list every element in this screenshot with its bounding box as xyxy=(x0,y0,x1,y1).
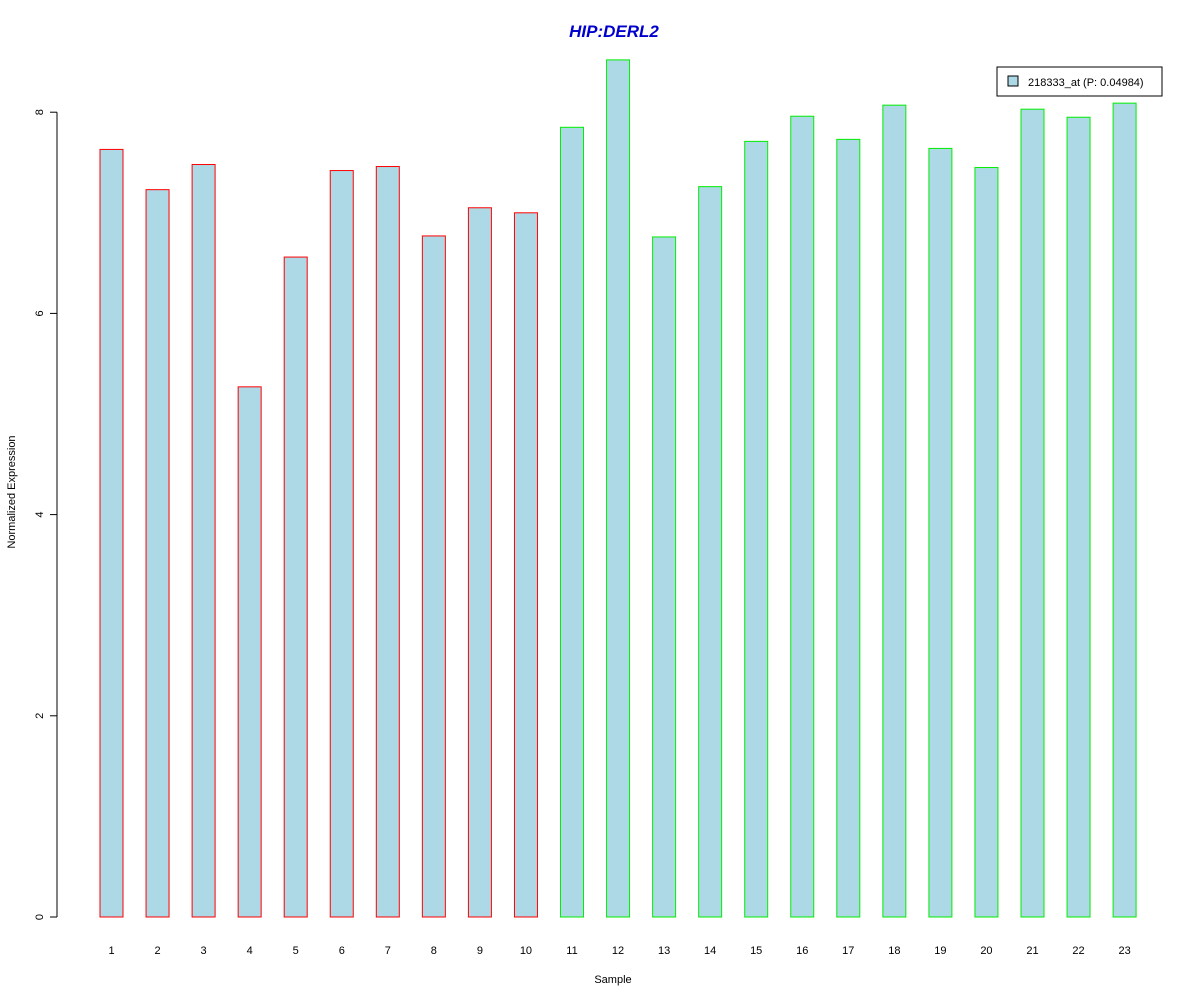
bar-sample-8 xyxy=(421,235,446,918)
bar-sample-12 xyxy=(606,59,631,918)
x-tick-label: 4 xyxy=(247,945,253,957)
x-tick-labels: 1 2 3 4 5 6 7 8 9 10 11 12 13 14 15 16 17 18 19 20 21 22 23 xyxy=(108,945,1130,957)
bar-sample-7 xyxy=(375,166,400,918)
x-tick-label: 19 xyxy=(934,945,946,957)
bar-sample-17 xyxy=(836,138,861,918)
x-tick-label: 1 xyxy=(108,945,114,957)
x-tick-label: 15 xyxy=(750,945,762,957)
bar-sample-11 xyxy=(560,126,584,918)
x-tick-label: 3 xyxy=(201,945,207,957)
bar-sample-2 xyxy=(145,189,170,918)
chart-title: HIP:DERL2 xyxy=(569,22,659,41)
y-tick-label: 8 xyxy=(34,109,46,115)
x-tick-label: 17 xyxy=(842,945,854,957)
bar-sample-4 xyxy=(237,386,262,918)
y-tick-label: 2 xyxy=(34,713,46,719)
x-tick-label: 21 xyxy=(1026,945,1038,957)
x-tick-label: 2 xyxy=(154,945,160,957)
x-tick-label: 8 xyxy=(431,945,437,957)
x-tick-label: 16 xyxy=(796,945,808,957)
bar-sample-13 xyxy=(652,236,677,918)
x-tick-label: 7 xyxy=(385,945,391,957)
bar-sample-5 xyxy=(283,256,308,918)
bar-sample-16 xyxy=(790,115,815,918)
x-tick-label: 12 xyxy=(612,945,624,957)
x-tick-label: 14 xyxy=(704,945,716,957)
x-tick-label: 18 xyxy=(888,945,900,957)
legend-label: 218333_at (P: 0.04984) xyxy=(1028,77,1144,89)
bar-sample-21 xyxy=(1020,108,1045,918)
y-axis-label: Normalized Expression xyxy=(6,435,18,548)
y-tick-label: 4 xyxy=(34,512,46,518)
bars-group xyxy=(99,59,1137,918)
y-tick-label: 0 xyxy=(34,914,46,920)
x-tick-label: 22 xyxy=(1072,945,1084,957)
x-tick-label: 9 xyxy=(477,945,483,957)
bar-sample-20 xyxy=(974,167,999,918)
bar-sample-6 xyxy=(329,170,354,918)
bar-sample-23 xyxy=(1112,102,1137,918)
y-axis: 0 2 4 6 8 xyxy=(34,109,58,920)
legend-box xyxy=(996,66,1163,97)
x-tick-label: 10 xyxy=(520,945,532,957)
x-tick-label: 11 xyxy=(566,945,577,957)
x-tick-label: 5 xyxy=(293,945,299,957)
bar-sample-9 xyxy=(467,207,492,918)
x-tick-label: 6 xyxy=(339,945,345,957)
x-tick-label: 23 xyxy=(1118,945,1130,957)
bar-sample-22 xyxy=(1066,116,1091,918)
legend: 218333_at (P: 0.04984) xyxy=(996,66,1163,97)
x-tick-label: 20 xyxy=(980,945,992,957)
y-tick-label: 6 xyxy=(34,310,46,316)
bar-sample-1 xyxy=(99,148,124,918)
legend-swatch xyxy=(1007,75,1019,87)
bar-sample-18 xyxy=(882,104,907,918)
x-axis-label: Sample xyxy=(594,974,631,986)
bar-sample-15 xyxy=(744,140,769,918)
bar-sample-19 xyxy=(928,147,953,918)
x-tick-label: 13 xyxy=(658,945,670,957)
bar-sample-10 xyxy=(513,212,538,918)
bar-sample-3 xyxy=(191,164,216,918)
bar-sample-14 xyxy=(698,186,723,918)
